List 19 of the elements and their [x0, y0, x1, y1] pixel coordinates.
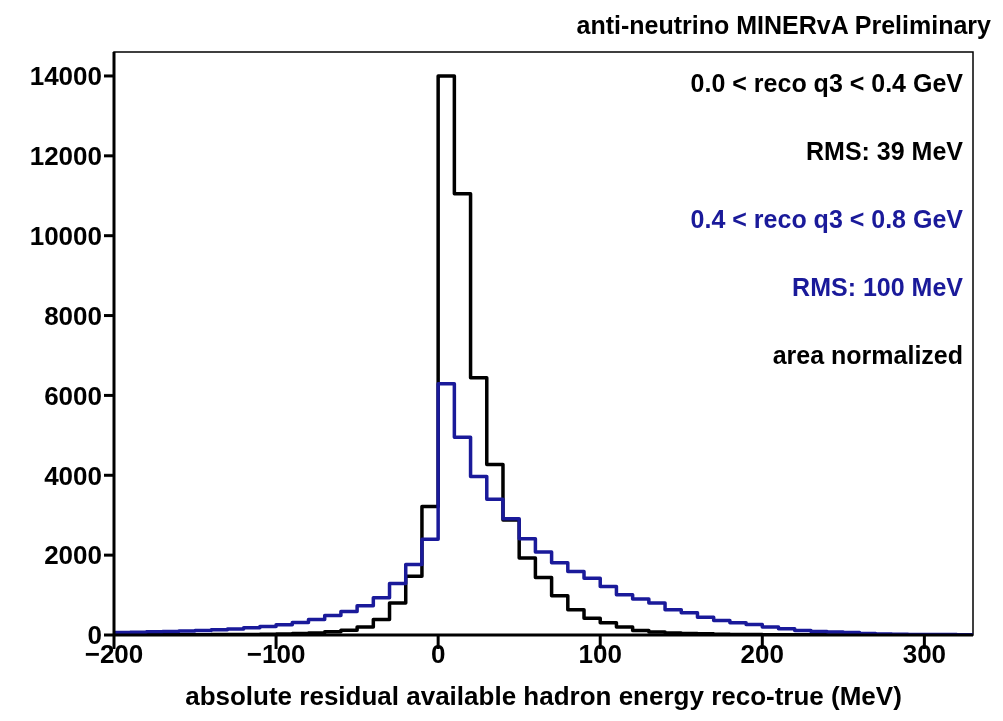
chart-title: anti-neutrino MINERvA Preliminary: [576, 11, 992, 39]
x-axis-title: absolute residual available hadron energy reco-true (MeV): [185, 681, 902, 711]
y-tick-label: 10000: [29, 220, 102, 251]
y-tick-label: 14000: [29, 61, 102, 92]
y-tick-label: 4000: [44, 460, 102, 491]
x-tick-label: −100: [246, 639, 306, 670]
text: 0.0 < reco q3 < 0.4 GeV: [690, 69, 964, 97]
text: 0.4 < reco q3 < 0.8 GeV: [690, 205, 964, 233]
y-tick-label: 8000: [44, 300, 102, 331]
y-tick-label: 6000: [44, 380, 102, 411]
y-tick-label: 2000: [44, 540, 102, 571]
annotation: RMS: 100 MeV: [792, 273, 964, 301]
annotation: area normalized: [772, 341, 963, 369]
y-tick-label: 12000: [29, 141, 102, 172]
x-tick-label: 100: [578, 639, 622, 670]
x-tick-label: 300: [902, 639, 947, 670]
x-tick-label: 200: [740, 639, 784, 670]
x-tick-label: 0: [430, 639, 446, 670]
annotation: RMS: 39 MeV: [806, 137, 964, 165]
